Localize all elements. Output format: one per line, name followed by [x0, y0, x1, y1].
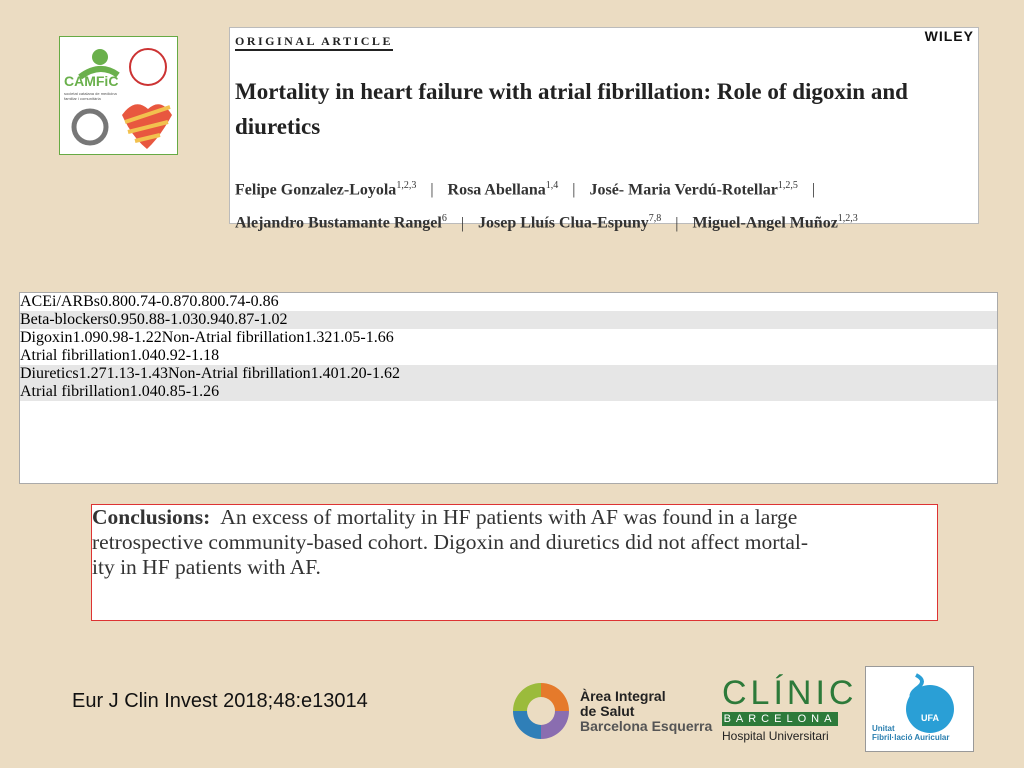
conclusion-line: retrospective community-based cohort. Di…: [92, 530, 937, 555]
table-cell: 0.80: [100, 293, 129, 310]
separator: |: [430, 181, 434, 199]
area-line: de Salut: [580, 703, 635, 719]
table-cell: 0.87-1.02: [226, 311, 288, 328]
table-cell: 0.85-1.26: [157, 383, 220, 400]
table-cell: 1.32: [304, 329, 333, 346]
table-cell: Diuretics: [20, 365, 79, 382]
author-name: Felipe Gonzalez-Loyola: [235, 181, 397, 199]
conclusion-label: Conclusions:: [92, 505, 211, 529]
table-row: Atrial fibrillation1.040.85-1.26: [20, 383, 997, 401]
logo-art: [71, 48, 172, 149]
author-affil: 7,8: [648, 213, 662, 225]
separator: |: [460, 214, 465, 232]
authors: Felipe Gonzalez-Loyola1,2,3 | Rosa Abellan…: [235, 171, 858, 238]
logo-text: CAMFiC: [64, 73, 119, 89]
publisher: WILEY: [924, 28, 974, 44]
conclusion-text: retrospective community-based cohort. Di…: [92, 530, 809, 554]
table-cell: Digoxin: [20, 329, 73, 346]
area-line: Barcelona Esquerra: [580, 718, 713, 734]
author-affil: 1,2,3: [837, 213, 858, 225]
author-affil: 6: [441, 213, 447, 225]
table-row: ACEi/ARBs0.800.74-0.870.800.74-0.86: [20, 293, 997, 311]
ufa-line: Fibril·lació Auricular: [872, 733, 950, 742]
ufa-line: Unitat: [872, 724, 895, 733]
table-cell: 1.20-1.62: [338, 365, 400, 382]
table-cell: 1.40: [310, 365, 339, 382]
author-name: Rosa Abellana: [447, 181, 546, 199]
ufa-text: UFA: [921, 713, 939, 723]
conclusion-text: An excess of mortality in HF patients wi…: [220, 505, 798, 529]
results-table: ACEi/ARBs0.800.74-0.870.800.74-0.86 Beta-…: [19, 292, 998, 484]
table-row: Beta-blockers0.950.88-1.030.940.87-1.02: [20, 311, 997, 329]
table-cell: 1.04: [129, 383, 158, 400]
table-cell: 1.09: [72, 329, 101, 346]
ufa-art: [906, 673, 954, 733]
table-cell: Beta-blockers: [20, 311, 109, 328]
conclusion-line: ity in HF patients with AF.: [92, 555, 937, 580]
ufa-unit: Unitat Fibril·lació Auricular: [872, 724, 950, 742]
area-logo: [513, 683, 569, 739]
separator: |: [675, 214, 679, 232]
conclusion-line: Conclusions: An excess of mortality in HF…: [92, 505, 937, 530]
table-cell: 0.80: [189, 293, 218, 310]
separator: |: [811, 181, 816, 199]
author-name: Miguel-Angel Muñoz: [692, 214, 838, 232]
conclusion-text: ity in HF patients with AF.: [92, 555, 321, 579]
table-cell: 0.88-1.03: [136, 311, 199, 328]
area-line: Àrea Integral: [580, 688, 666, 704]
table-cell: ACEi/ARBs: [20, 293, 101, 310]
table-cell: 1.27: [78, 365, 107, 382]
table-cell: Atrial fibrillation: [20, 383, 130, 400]
clinic-sub: Hospital Universitari: [722, 729, 829, 743]
area-text: Àrea Integral de Salut Barcelona Esquerr…: [580, 689, 712, 734]
table-cell: 0.92-1.18: [157, 347, 220, 364]
author-line: Felipe Gonzalez-Loyola1,2,3 | Rosa Abellan…: [235, 171, 858, 204]
table-cell: 1.13-1.43: [106, 365, 168, 382]
table-cell: 1.05-1.66: [332, 329, 394, 346]
logo-subtext: societat catalana de medicina familiar i…: [64, 91, 117, 101]
table-cell: 0.94: [198, 311, 227, 328]
author-affil: 1,2,3: [396, 180, 417, 191]
author-name: Alejandro Bustamante Rangel: [235, 214, 442, 232]
conclusions: Conclusions: An excess of mortality in HF…: [91, 504, 938, 621]
author-line: Alejandro Bustamante Rangel6 | Josep Lluís…: [235, 204, 858, 237]
table-cell: 0.95: [108, 311, 137, 328]
table-row: Atrial fibrillation1.040.92-1.18: [20, 347, 997, 365]
separator: |: [572, 181, 576, 199]
citation: Eur J Clin Invest 2018;48:e13014: [72, 690, 368, 712]
table-cell: 1.04: [129, 347, 158, 364]
table-cell: Non-Atrial fibrillation: [161, 329, 305, 346]
clinic-name: CLÍNIC: [722, 674, 858, 712]
table-cell: Atrial fibrillation: [20, 347, 130, 364]
author-affil: 1,2,5: [777, 180, 798, 191]
article-title: Mortality in heart failure with atrial f…: [235, 79, 908, 139]
logo-box: CAMFiC societat catalana de medicina fam…: [59, 36, 178, 155]
table-row: Diuretics1.271.13-1.43Non-Atrial fibrill…: [20, 365, 997, 383]
table-cell: 0.74-0.86: [217, 293, 279, 310]
article-label: ORIGINAL ARTICLE: [235, 34, 393, 51]
table-cell: 0.98-1.22: [100, 329, 162, 346]
author-name: José- Maria Verdú-Rotellar: [589, 181, 778, 199]
author-name: Josep Lluís Clua-Espuny: [478, 214, 649, 232]
table-row: Digoxin1.090.98-1.22Non-Atrial fibrillat…: [20, 329, 997, 347]
author-affil: 1,4: [545, 180, 559, 191]
ufa-logo: UFA Unitat Fibril·lació Auricular: [865, 666, 974, 752]
clinic-city: BARCELONA: [722, 712, 838, 726]
table-cell: 0.74-0.87: [128, 293, 190, 310]
table-cell: Non-Atrial fibrillation: [167, 365, 311, 382]
article-header: ORIGINAL ARTICLE WILEY Mortality in hear…: [229, 27, 979, 232]
